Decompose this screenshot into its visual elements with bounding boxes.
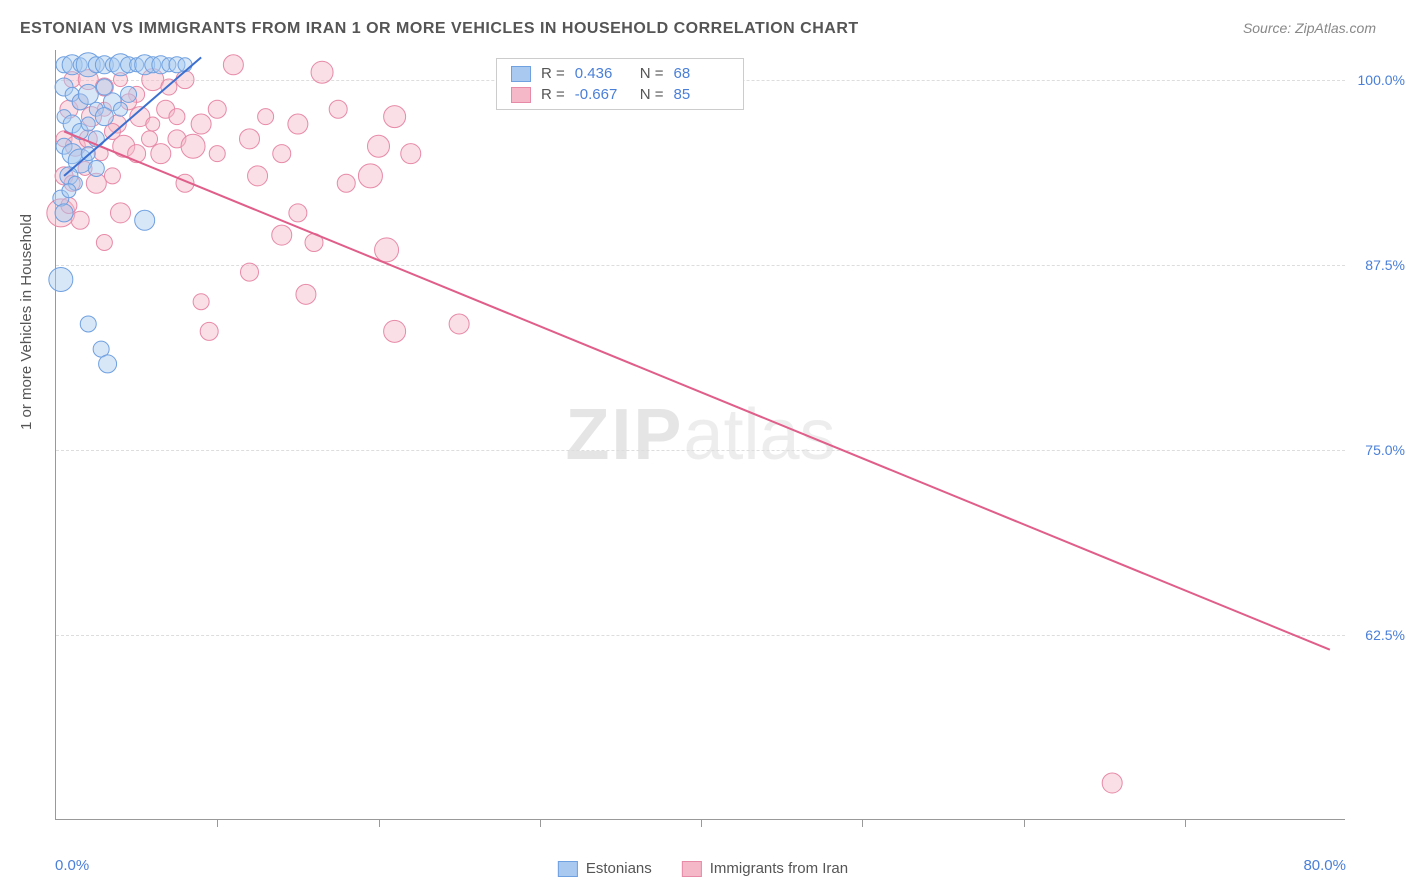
iran-point [209, 146, 225, 162]
iran-point [181, 134, 205, 158]
stats-row: R = -0.667 N = 85 [497, 84, 743, 105]
r-value: -0.667 [575, 86, 630, 103]
x-tick [701, 819, 702, 827]
chart-title: ESTONIAN VS IMMIGRANTS FROM IRAN 1 OR MO… [20, 20, 859, 38]
y-tick-label: 100.0% [1358, 72, 1405, 88]
iran-point [169, 109, 185, 125]
x-axis-end-label: 80.0% [1303, 857, 1346, 874]
x-tick [217, 819, 218, 827]
iran-point [146, 117, 160, 131]
iran-point [111, 203, 131, 223]
n-label: N = [640, 86, 664, 103]
iran-point [104, 168, 120, 184]
plot-svg [56, 50, 1345, 819]
iran-point [375, 238, 399, 262]
iran-point [208, 100, 226, 118]
estonian-point [49, 268, 73, 292]
estonian-point [121, 86, 137, 102]
plot-area: ZIPatlas 62.5%75.0%87.5%100.0% R =0.436N… [55, 50, 1345, 820]
x-tick [379, 819, 380, 827]
stats-swatch [511, 87, 531, 103]
estonian-point [78, 84, 98, 104]
y-tick-label: 62.5% [1365, 627, 1405, 643]
iran-point [273, 145, 291, 163]
x-tick [540, 819, 541, 827]
correlation-stats-box: R = 0.436 N = 68 R = -0.667 N = 85 [496, 58, 744, 110]
chart-container: ESTONIAN VS IMMIGRANTS FROM IRAN 1 OR MO… [0, 0, 1406, 892]
legend-item: Immigrants from Iran [682, 860, 848, 877]
estonian-point [99, 355, 117, 373]
x-tick [862, 819, 863, 827]
estonian-point [62, 184, 76, 198]
iran-point [128, 145, 146, 163]
legend: Estonians Immigrants from Iran [558, 860, 848, 877]
estonian-point [95, 108, 113, 126]
n-value: 85 [674, 86, 729, 103]
x-axis-start-label: 0.0% [55, 857, 89, 874]
legend-label: Estonians [586, 860, 652, 877]
iran-point [337, 174, 355, 192]
estonian-point [135, 210, 155, 230]
iran-point [358, 164, 382, 188]
r-label: R = [541, 86, 565, 103]
estonian-point [114, 102, 128, 116]
source-attribution: Source: ZipAtlas.com [1243, 20, 1376, 36]
stats-row: R = 0.436 N = 68 [497, 63, 743, 84]
iran-point [193, 294, 209, 310]
estonian-point [88, 160, 104, 176]
iran-point [272, 225, 292, 245]
x-tick [1185, 819, 1186, 827]
legend-swatch [558, 861, 578, 877]
estonian-point [81, 117, 95, 131]
iran-trend-line [64, 131, 1330, 649]
r-value: 0.436 [575, 65, 630, 82]
iran-point [1102, 773, 1122, 793]
iran-point [289, 204, 307, 222]
y-tick-label: 87.5% [1365, 257, 1405, 273]
iran-point [329, 100, 347, 118]
iran-point [368, 135, 390, 157]
iran-point [176, 71, 194, 89]
estonian-point [55, 204, 73, 222]
estonian-point [178, 58, 192, 72]
iran-point [142, 131, 158, 147]
iran-point [311, 61, 333, 83]
iran-point [240, 129, 260, 149]
iran-point [191, 114, 211, 134]
iran-point [384, 106, 406, 128]
estonian-point [96, 79, 112, 95]
iran-point [200, 322, 218, 340]
iran-point [71, 211, 89, 229]
iran-point [223, 55, 243, 75]
iran-point [449, 314, 469, 334]
legend-swatch [682, 861, 702, 877]
y-axis-label: 1 or more Vehicles in Household [18, 214, 35, 430]
estonian-point [80, 316, 96, 332]
iran-point [384, 320, 406, 342]
iran-point [258, 109, 274, 125]
r-label: R = [541, 65, 565, 82]
iran-point [248, 166, 268, 186]
iran-point [296, 284, 316, 304]
iran-point [401, 144, 421, 164]
stats-swatch [511, 66, 531, 82]
legend-item: Estonians [558, 860, 652, 877]
iran-point [151, 144, 171, 164]
iran-point [241, 263, 259, 281]
legend-label: Immigrants from Iran [710, 860, 848, 877]
iran-point [288, 114, 308, 134]
y-tick-label: 75.0% [1365, 442, 1405, 458]
iran-point [96, 235, 112, 251]
n-label: N = [640, 65, 664, 82]
x-tick [1024, 819, 1025, 827]
n-value: 68 [674, 65, 729, 82]
